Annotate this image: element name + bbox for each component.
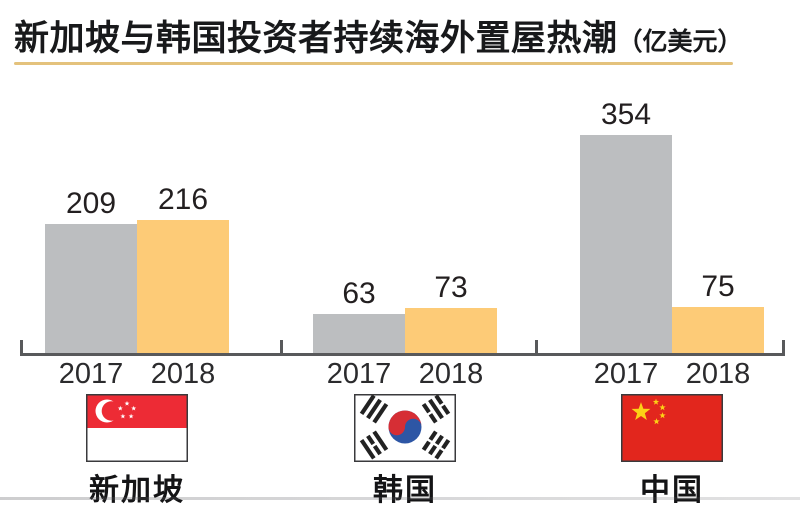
axis-tick xyxy=(782,340,785,354)
year-labels: 2017 2018 xyxy=(45,358,229,391)
title-underline xyxy=(14,62,733,65)
bar-2017 xyxy=(313,314,405,353)
year-label: 2018 xyxy=(418,358,484,390)
page-title: 新加坡与韩国投资者持续海外置屋热潮（亿美元） xyxy=(14,10,743,61)
bar-column: 354 xyxy=(580,99,672,353)
year-label: 2018 xyxy=(150,358,216,390)
year-label: 2017 xyxy=(58,358,124,390)
bar-column: 75 xyxy=(672,271,764,353)
flag-south-korea-icon xyxy=(354,394,456,462)
x-axis xyxy=(20,353,785,356)
bar-value-label: 73 xyxy=(434,271,468,304)
axis-tick xyxy=(535,340,538,354)
country-label: 中国 xyxy=(640,474,704,507)
chart-group: 209 216 2017 2018 新加坡 xyxy=(45,96,229,507)
bar-2018 xyxy=(405,308,497,353)
country-label: 新加坡 xyxy=(89,474,185,507)
bar-2017 xyxy=(580,135,672,353)
year-label: 2017 xyxy=(593,358,659,390)
bottom-edge-shadow xyxy=(0,497,800,500)
bar-value-label: 354 xyxy=(600,98,652,131)
year-label: 2018 xyxy=(685,358,751,390)
bar-column: 73 xyxy=(405,272,497,353)
bar-column: 63 xyxy=(313,278,405,353)
bar-columns: 354 75 xyxy=(580,96,764,353)
bar-2017 xyxy=(45,224,137,353)
bar-2018 xyxy=(137,220,229,353)
flag-singapore-icon xyxy=(86,394,188,462)
bar-value-label: 75 xyxy=(701,270,735,303)
bar-column: 216 xyxy=(137,184,229,353)
year-label: 2017 xyxy=(326,358,392,390)
chart-group: 63 73 2017 2018 韩国 xyxy=(313,96,497,507)
bar-value-label: 216 xyxy=(157,183,209,216)
title-unit: （亿美元） xyxy=(617,28,743,56)
bar-columns: 63 73 xyxy=(313,96,497,353)
country-label: 韩国 xyxy=(373,474,437,507)
title-text: 新加坡与韩国投资者持续海外置屋热潮 xyxy=(14,19,618,58)
year-labels: 2017 2018 xyxy=(313,358,497,391)
bar-2018 xyxy=(672,307,764,353)
bar-value-label: 63 xyxy=(342,277,376,310)
bar-value-label: 209 xyxy=(65,187,117,220)
year-labels: 2017 2018 xyxy=(580,358,764,391)
chart-group: 354 75 2017 2018 中国 xyxy=(580,96,764,507)
bar-columns: 209 216 xyxy=(45,96,229,353)
axis-tick xyxy=(20,340,23,354)
flag-china-icon xyxy=(621,394,723,462)
bar-column: 209 xyxy=(45,188,137,353)
axis-tick xyxy=(280,340,283,354)
